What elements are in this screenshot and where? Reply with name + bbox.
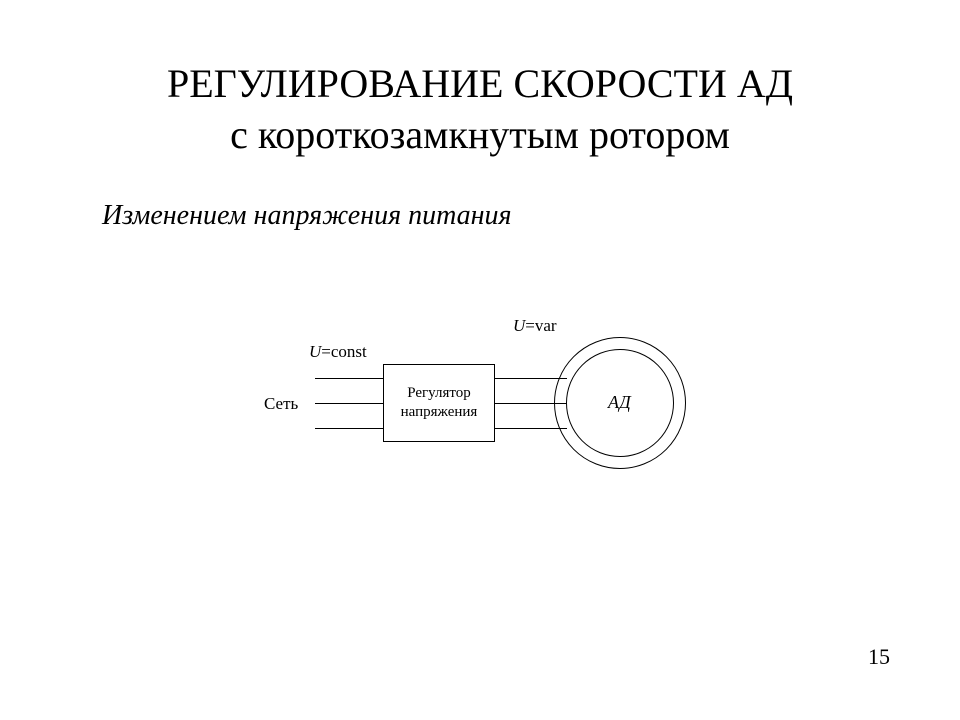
regulator-line-1: Регулятор bbox=[407, 384, 471, 403]
input-signal-label: U=const bbox=[309, 342, 367, 362]
input-var: U bbox=[309, 342, 321, 361]
subtitle: Изменением напряжения питания bbox=[102, 200, 512, 232]
output-wire-1 bbox=[495, 378, 567, 379]
output-wire-3 bbox=[495, 428, 567, 429]
input-eq: =const bbox=[321, 342, 366, 361]
input-wire-2 bbox=[315, 403, 383, 404]
title-line-1: РЕГУЛИРОВАНИЕ СКОРОСТИ АД bbox=[167, 61, 793, 106]
block-diagram: U=const Сеть Регулятор напряжения U=var … bbox=[230, 320, 750, 500]
regulator-line-2: напряжения bbox=[401, 403, 478, 422]
page-title: РЕГУЛИРОВАНИЕ СКОРОСТИ АД с короткозамкн… bbox=[0, 58, 960, 160]
title-line-2: с короткозамкнутым ротором bbox=[230, 112, 730, 157]
output-eq: =var bbox=[525, 316, 556, 335]
regulator-block: Регулятор напряжения bbox=[383, 364, 495, 442]
input-wire-1 bbox=[315, 378, 383, 379]
motor-label: АД bbox=[608, 392, 631, 413]
output-signal-label: U=var bbox=[513, 316, 557, 336]
page-number: 15 bbox=[868, 644, 890, 670]
source-label: Сеть bbox=[264, 394, 298, 414]
input-wire-3 bbox=[315, 428, 383, 429]
output-var: U bbox=[513, 316, 525, 335]
